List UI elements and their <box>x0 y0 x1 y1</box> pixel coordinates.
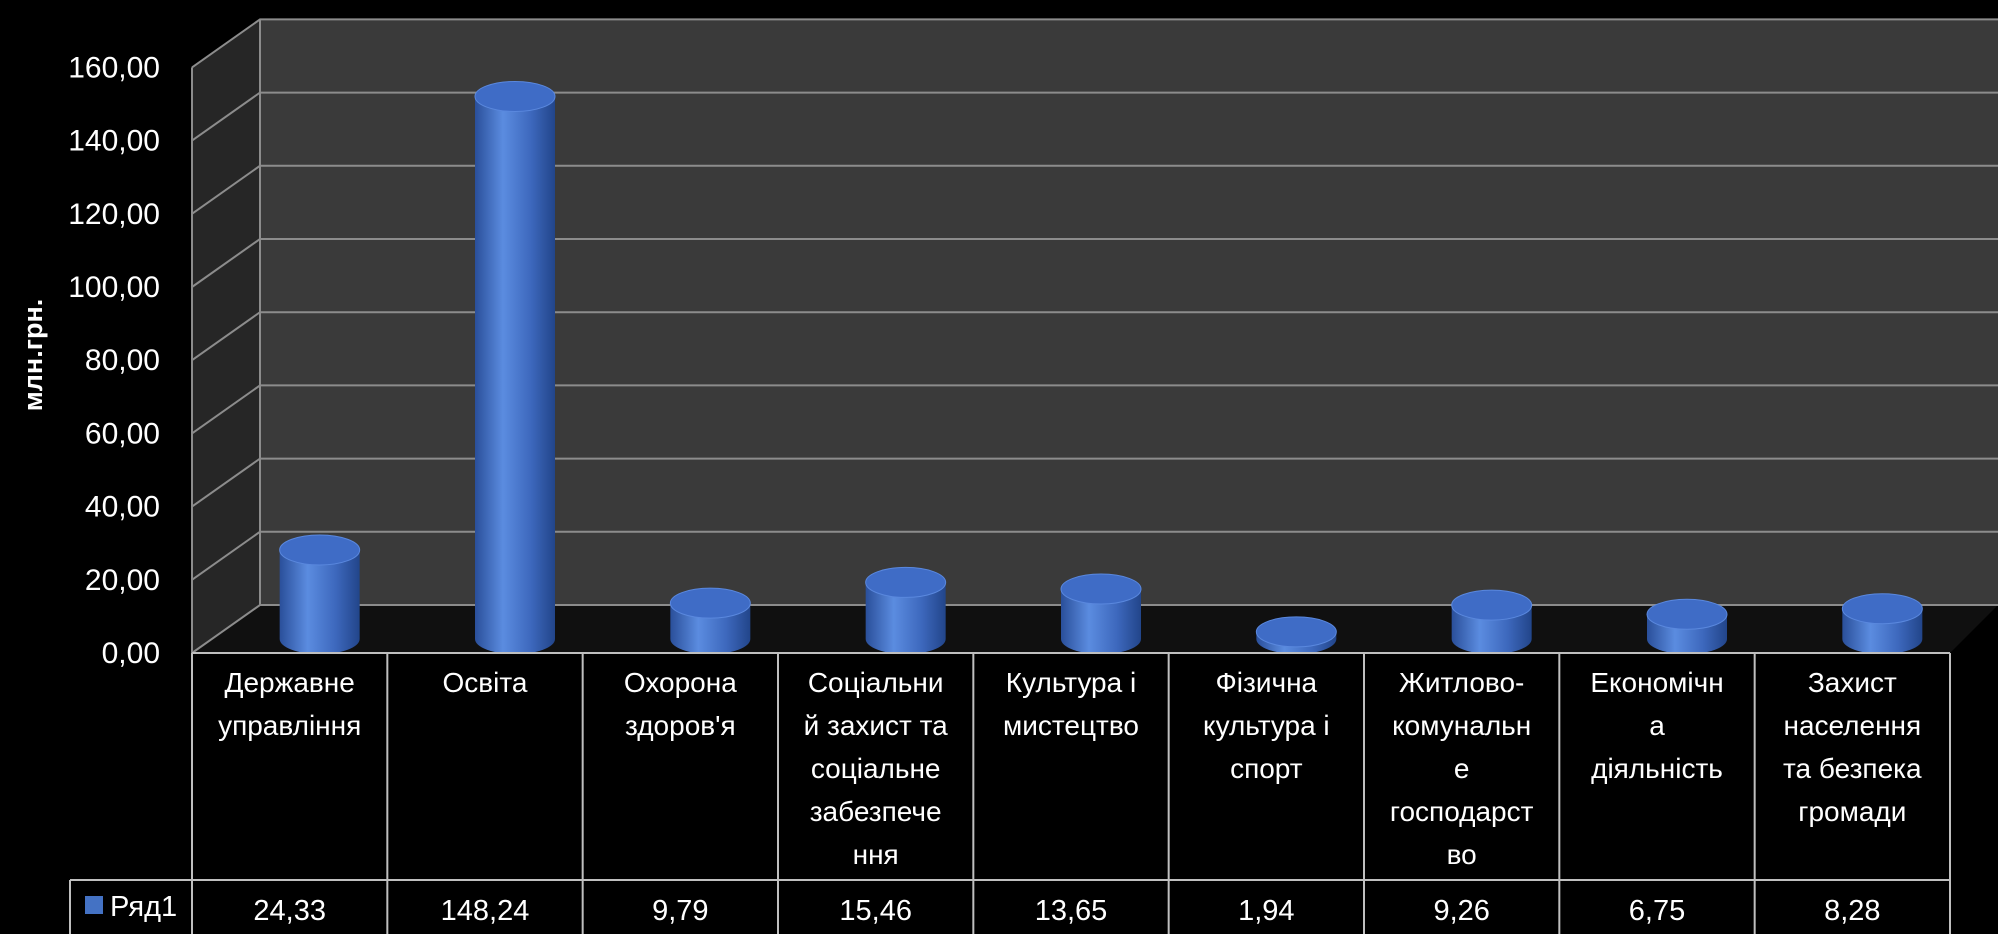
bar-body <box>1061 589 1141 654</box>
y-tick-label: 40,00 <box>85 491 160 524</box>
bar-body <box>865 582 946 655</box>
data-label: 8,28 <box>1824 895 1880 927</box>
y-tick-label: 0,00 <box>102 637 160 670</box>
y-tick-label: 100,00 <box>68 271 160 304</box>
category-label: громади <box>1798 796 1906 827</box>
bar-top <box>474 80 556 112</box>
data-label: 24,33 <box>253 895 326 927</box>
bar-top <box>865 566 947 598</box>
category-label: соціальне <box>811 753 941 784</box>
category-label: Культура і <box>1006 667 1136 698</box>
category-label: культура і <box>1203 710 1330 741</box>
bar-top <box>1451 589 1533 621</box>
category-label: Житлово- <box>1399 667 1524 698</box>
y-axis-label: млн.грн. <box>18 299 48 411</box>
category-label: господарст <box>1390 796 1534 827</box>
category-label: та безпека <box>1783 753 1922 784</box>
bar-top <box>1060 573 1142 605</box>
bar <box>1841 593 1923 655</box>
category-label: спорт <box>1230 753 1303 784</box>
y-tick-label: 60,00 <box>85 417 160 450</box>
data-label: 1,94 <box>1238 895 1294 927</box>
data-label: 15,46 <box>839 895 912 927</box>
data-label: 6,75 <box>1629 895 1685 927</box>
category-label: е <box>1454 753 1470 784</box>
bar <box>1255 616 1337 655</box>
data-label: 148,24 <box>441 895 530 927</box>
category-label: здоров'я <box>625 710 736 741</box>
category-label: во <box>1447 839 1477 870</box>
y-tick-label: 160,00 <box>68 51 160 84</box>
bar <box>1060 573 1142 654</box>
bar <box>1451 589 1533 655</box>
bar-body <box>279 549 360 655</box>
legend-entry: Ряд1 <box>110 891 177 923</box>
bar-top <box>1841 593 1923 625</box>
category-label: мистецтво <box>1003 710 1139 741</box>
bar <box>865 566 947 655</box>
bar-top <box>1255 616 1337 648</box>
bar <box>474 80 556 655</box>
bar <box>669 587 751 655</box>
y-tick-label: 120,00 <box>68 198 160 231</box>
bar <box>1646 598 1728 654</box>
category-label: забезпече <box>810 796 942 827</box>
data-label: 9,26 <box>1433 895 1489 927</box>
bar <box>279 534 361 655</box>
category-label: комунальн <box>1392 710 1531 741</box>
data-label: 9,79 <box>652 895 708 927</box>
category-label: а <box>1649 710 1665 741</box>
data-label: 13,65 <box>1035 895 1108 927</box>
category-label: Захист <box>1808 667 1897 698</box>
category-label: діяльність <box>1591 753 1723 784</box>
category-label: ння <box>853 839 899 870</box>
category-label: й захист та <box>804 710 949 741</box>
category-label: Економічн <box>1590 667 1723 698</box>
legend-swatch <box>85 896 103 914</box>
category-label: Охорона <box>624 667 737 698</box>
category-label: населення <box>1783 710 1921 741</box>
category-label: Державне <box>225 667 355 698</box>
bar-body <box>475 96 555 655</box>
y-tick-label: 20,00 <box>85 564 160 597</box>
bar-top <box>279 534 361 566</box>
y-tick-label: 140,00 <box>68 125 160 158</box>
category-label: управління <box>218 710 361 741</box>
category-label: Освіта <box>443 667 528 698</box>
y-tick-label: 80,00 <box>85 344 160 377</box>
category-label: Фізична <box>1216 667 1318 698</box>
category-label: Соціальни <box>808 667 944 698</box>
bar-top <box>1646 598 1728 630</box>
bar-top <box>669 587 751 619</box>
